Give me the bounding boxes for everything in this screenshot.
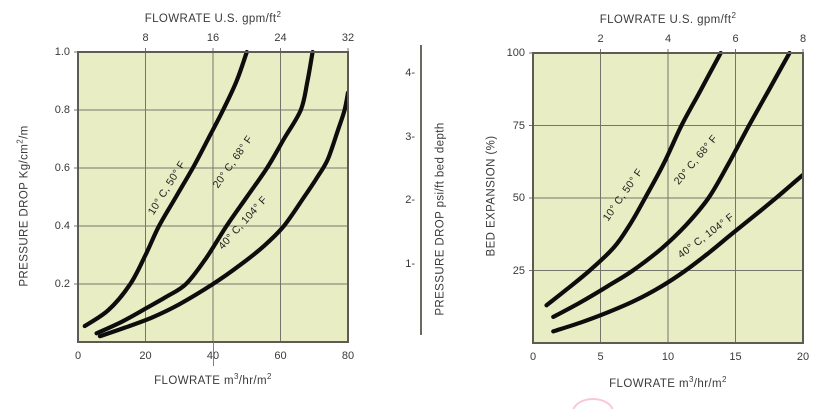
top-axis-tick-label: 8 [142, 32, 149, 44]
x-axis-tick-label: 0 [74, 350, 82, 362]
x-axis-tick-label: 20 [796, 351, 810, 363]
y-axis-tick-label: 100 [506, 47, 525, 59]
top-axis-tick-label: 6 [732, 33, 739, 45]
secondary-axis-title: PRESSURE DROP psi/ft bed depth [434, 122, 447, 316]
top-axis-tick-label: 8 [799, 33, 807, 45]
y-axis-tick-label: 0.4 [54, 220, 70, 232]
plot-border [532, 52, 804, 344]
right-chart-plot-area: 2 4 6 8 100 75 50 25 0 5 10 15 20 10° C, 50° F 20° C, … [507, 33, 809, 363]
superscript: 2 [15, 138, 25, 144]
x-axis-tick-label: 80 [341, 350, 355, 362]
x-axis-tick-label: 0 [529, 351, 537, 363]
x-axis-tick-label: 20 [139, 350, 152, 362]
y-axis-tick-label: 0.8 [54, 104, 70, 116]
superscript: 2 [276, 10, 282, 20]
plot-canvas [74, 48, 349, 343]
y-axis-tick-label: 75 [512, 119, 525, 132]
top-axis-tick-label: 16 [206, 32, 220, 44]
scan-artifact-tick [212, 342, 214, 366]
left-chart-bottom-axis-title: FLOWRATE m3/hr/m2 [154, 372, 272, 387]
y-axis-tick-label: 0.2 [54, 278, 70, 290]
right-chart-bottom-axis-title: FLOWRATE m3/hr/m2 [609, 375, 727, 390]
top-axis-tick-label: 32 [341, 32, 355, 44]
watermark-arc [572, 398, 614, 409]
data-curve [544, 51, 723, 308]
superscript: 2 [731, 11, 737, 21]
y-axis-tick-label: 25 [512, 264, 525, 277]
secondary-axis-tick-label: 2- [405, 194, 415, 207]
secondary-axis-tick-label: 4- [405, 66, 415, 79]
secondary-axis-tick-label: 1- [405, 258, 415, 270]
top-axis-tick-label: 4 [664, 33, 672, 45]
data-curve [94, 50, 315, 336]
x-axis-tick-label: 5 [597, 351, 604, 363]
y-axis-tick-label: 0.6 [54, 162, 70, 174]
superscript: 3 [688, 375, 694, 385]
data-curve [551, 172, 803, 334]
left-chart-y-axis-title: PRESSURE DROP Kg/cm2/m [15, 125, 31, 287]
plot-canvas [529, 49, 804, 344]
secondary-axis-tick-label: 3- [405, 130, 415, 143]
y-axis-tick-label: 1.0 [54, 46, 70, 58]
x-axis-tick-label: 10 [661, 351, 675, 363]
data-curve [551, 51, 792, 319]
superscript: 2 [722, 375, 727, 385]
top-axis-tick-label: 24 [274, 32, 287, 44]
data-curve [97, 90, 348, 339]
data-curve [82, 50, 249, 329]
superscript: 2 [267, 372, 272, 382]
y-axis-tick-label: 50 [512, 192, 525, 204]
left-chart-top-axis-title: FLOWRATE U.S. gpm/ft2 [144, 10, 282, 25]
secondary-axis-line [419, 45, 422, 335]
right-chart-top-axis-title: FLOWRATE U.S. gpm/ft2 [599, 11, 737, 26]
superscript: 3 [233, 372, 239, 382]
x-axis-tick-label: 15 [729, 351, 742, 363]
x-axis-tick-label: 60 [274, 350, 287, 362]
top-axis-tick-label: 2 [597, 33, 604, 45]
